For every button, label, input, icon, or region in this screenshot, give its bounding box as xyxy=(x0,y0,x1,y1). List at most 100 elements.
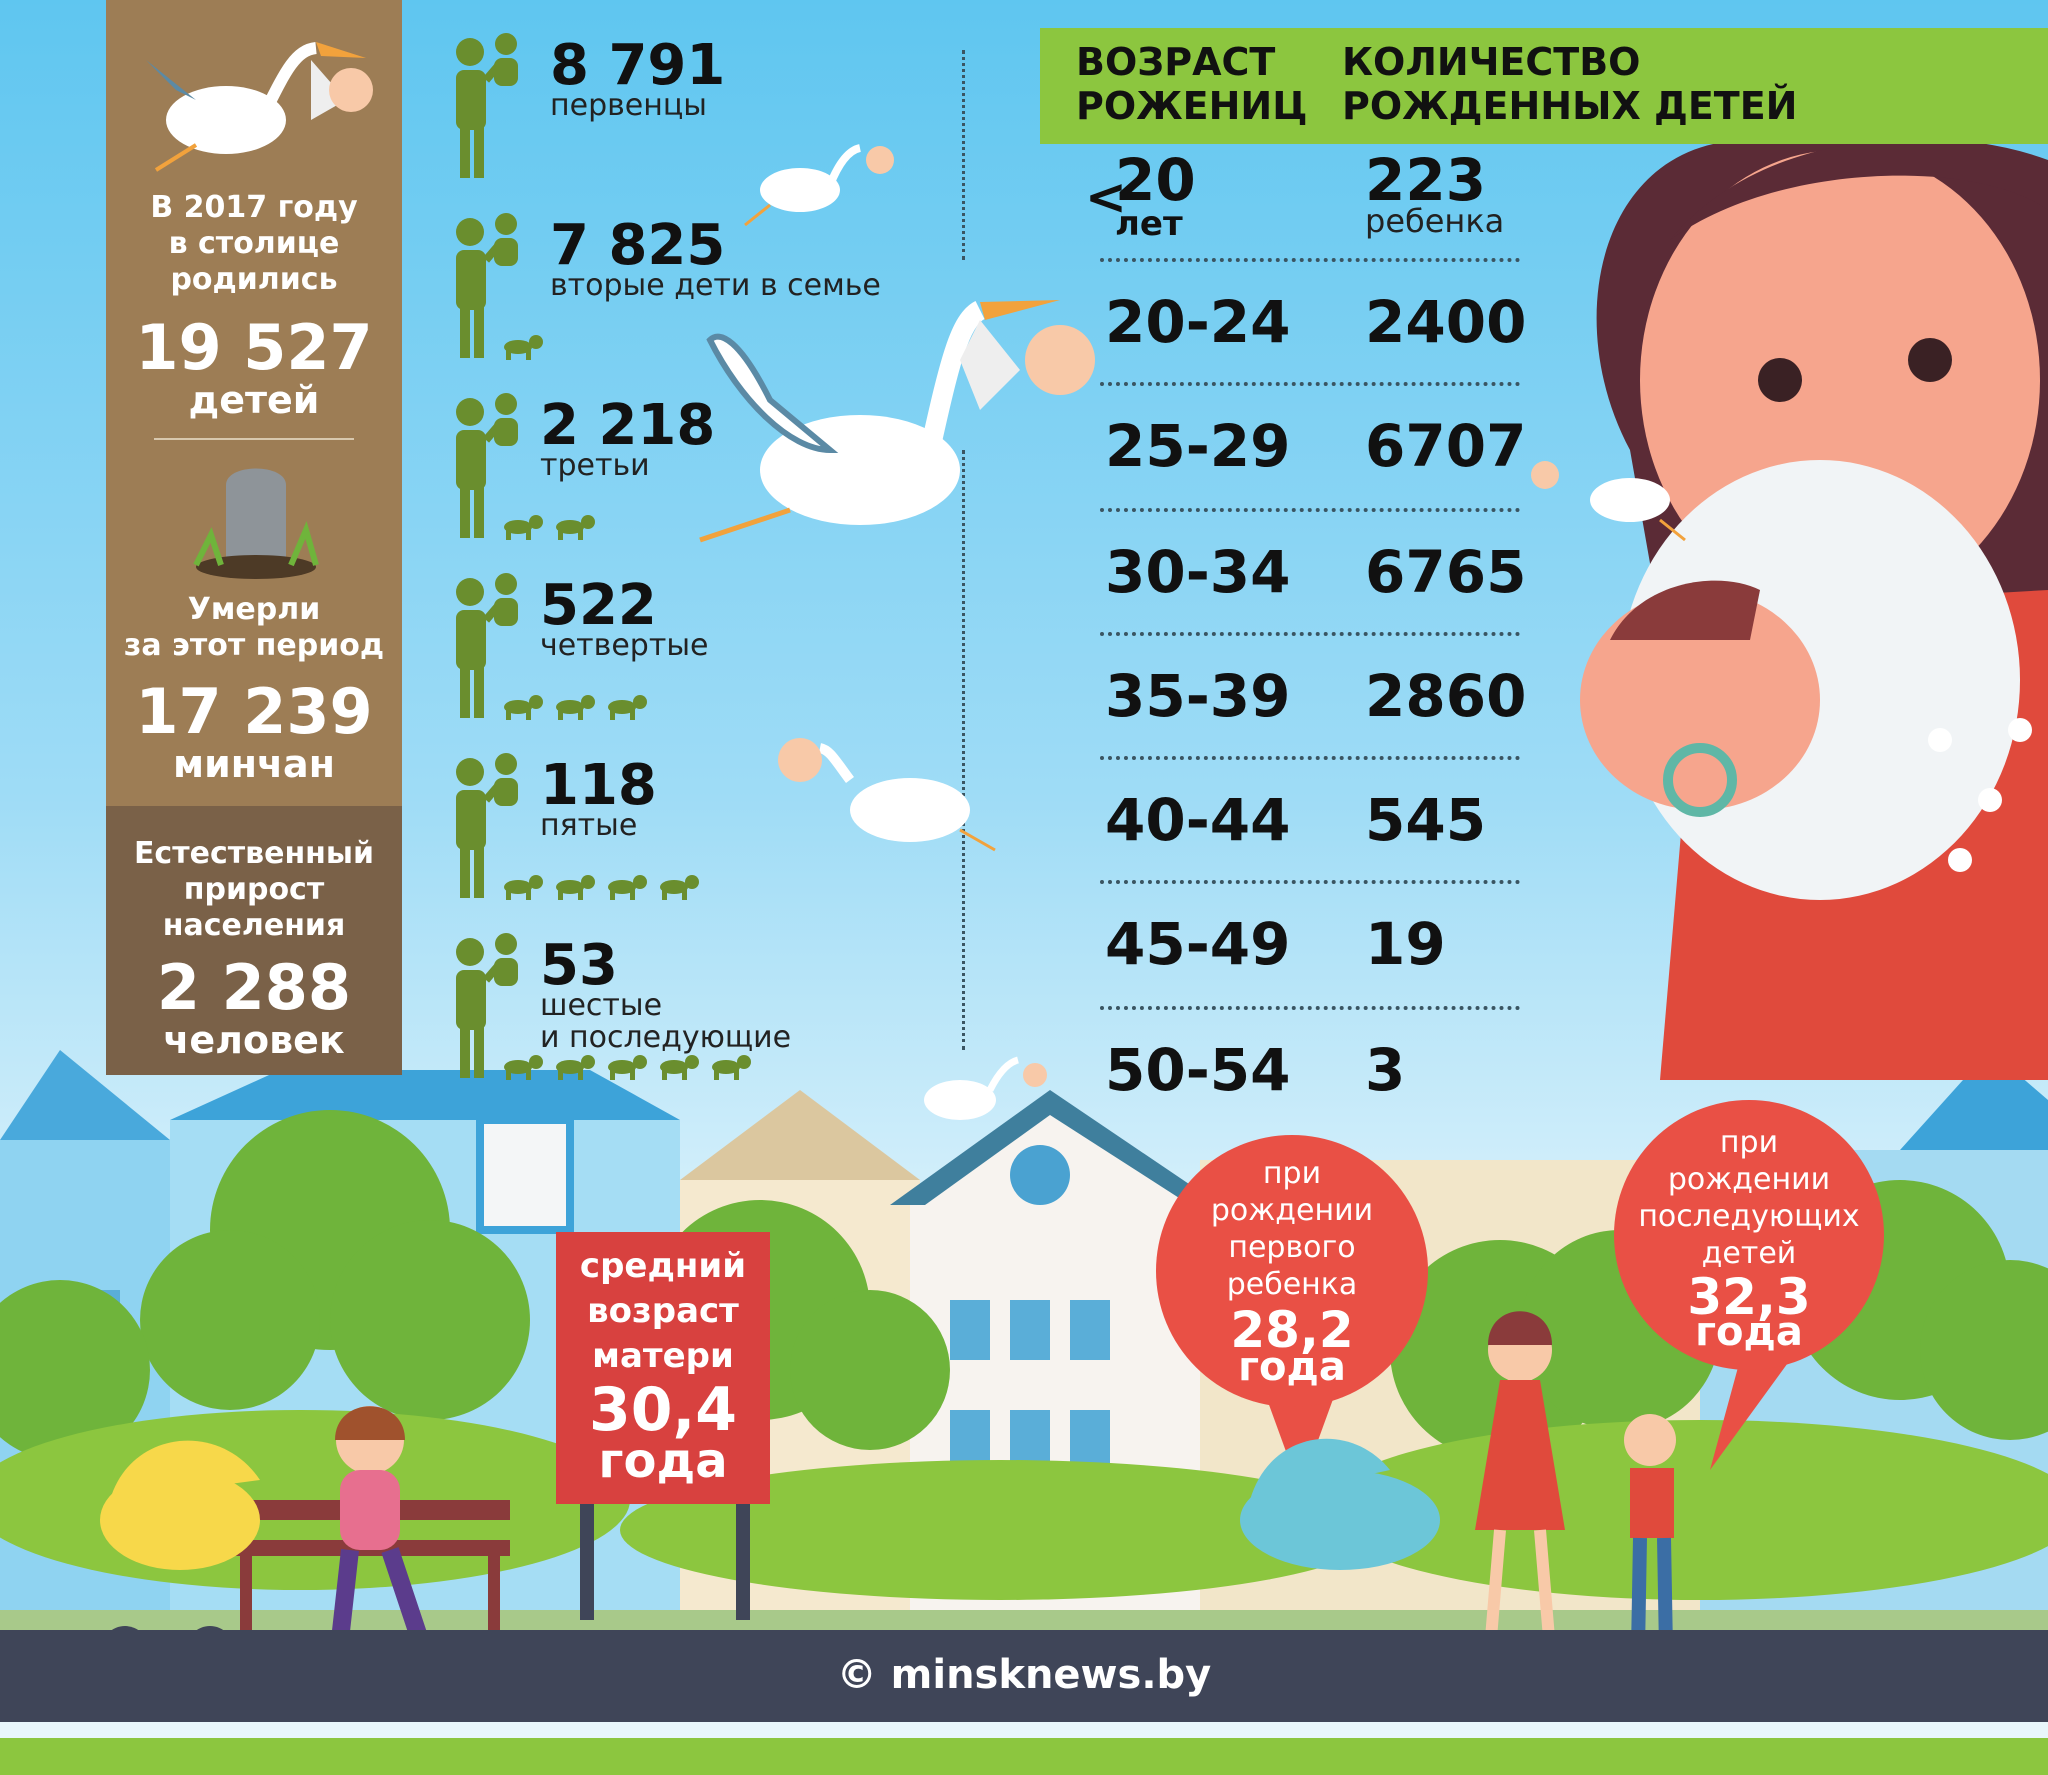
stork-icon xyxy=(778,738,996,852)
parent-holding-child-icon xyxy=(456,213,518,358)
row-divider xyxy=(1100,632,1520,636)
crawling-child-icon xyxy=(608,875,647,900)
stork-icon xyxy=(1531,461,1686,542)
births-count: 2860 xyxy=(1365,662,1527,730)
table-header: ВОЗРАСТ РОЖЕНИЦ КОЛИЧЕСТВО РОЖДЕННЫХ ДЕТ… xyxy=(1040,28,2048,144)
credit: © minsknews.by xyxy=(836,1652,1212,1698)
count-unit: ребенка xyxy=(1365,202,1505,240)
crawling-child-icon xyxy=(660,1055,699,1080)
mother-with-baby-illustration xyxy=(1580,132,2048,1080)
birth-order-row: 8 791 первенцы xyxy=(450,30,970,200)
bubble-tail xyxy=(1710,1360,1790,1470)
crawling-children-group xyxy=(500,514,596,540)
parent-holding-child-icon xyxy=(456,573,518,718)
crawling-child-icon xyxy=(504,1055,543,1080)
divider xyxy=(154,438,354,440)
col-age-header: ВОЗРАСТ РОЖЕНИЦ xyxy=(1076,40,1308,128)
deaths-value: 17 239 xyxy=(135,675,373,748)
births-count: 3 xyxy=(1365,1036,1406,1104)
age-group: 25-29 xyxy=(1105,412,1291,480)
birth-order-row: 118 пятые xyxy=(450,750,970,920)
stork-icon xyxy=(924,1056,1047,1120)
later-child-label: при рождении последующих детей xyxy=(1638,1125,1860,1271)
parent-holding-child-icon xyxy=(456,933,518,1078)
birth-order-label: пятые xyxy=(540,808,638,843)
birth-order-label: вторые дети в семье xyxy=(550,268,881,303)
average-age-sign: средний возраст матери 30,4 года xyxy=(556,1232,770,1504)
summary-column: В 2017 году в столице родились 19 527 де… xyxy=(106,0,402,1075)
avg-age-unit: года xyxy=(598,1433,728,1489)
row-divider xyxy=(1100,258,1520,262)
crawling-child-icon xyxy=(504,335,543,360)
col-count-header: КОЛИЧЕСТВО РОЖДЕННЫХ ДЕТЕЙ xyxy=(1342,40,1798,128)
row-divider xyxy=(1100,508,1520,512)
birth-order-value: 8 791 xyxy=(550,33,726,98)
crawling-child-icon xyxy=(608,1055,647,1080)
row-divider xyxy=(1100,1006,1520,1010)
birth-order-row: 522 четвертые xyxy=(450,570,970,740)
row-divider xyxy=(1100,756,1520,760)
crawling-children-group xyxy=(500,1054,752,1080)
eye-icon xyxy=(1758,358,1802,402)
bubble-tail xyxy=(1260,1380,1340,1490)
later-child-value: 32,3 xyxy=(1687,1268,1811,1326)
dotted-divider xyxy=(962,450,965,1050)
birth-order-label: третьи xyxy=(540,448,650,483)
age-group: 30-34 xyxy=(1105,538,1291,606)
birth-order-row: 7 825 вторые дети в семье xyxy=(450,210,970,380)
row-divider xyxy=(1100,880,1520,884)
crawling-child-icon xyxy=(556,1055,595,1080)
crawling-child-icon xyxy=(556,695,595,720)
row-divider xyxy=(1100,382,1520,386)
crawling-children-group xyxy=(500,694,648,720)
deaths-intro: Умерли за этот период xyxy=(123,592,385,663)
births-value: 19 527 xyxy=(135,311,373,384)
age-group: 50-54 xyxy=(1105,1036,1291,1104)
births-unit: детей xyxy=(188,378,320,422)
dotted-divider xyxy=(962,50,965,260)
age-unit: лет xyxy=(1115,204,1183,244)
age-group: 20-24 xyxy=(1105,288,1291,356)
birth-order-value: 522 xyxy=(540,573,657,638)
growth-unit: человек xyxy=(163,1018,345,1062)
stork-icon xyxy=(744,144,894,227)
first-child-label: при рождении первого ребенка xyxy=(1210,1156,1374,1302)
first-child-unit: года xyxy=(1238,1344,1346,1390)
births-count: 2400 xyxy=(1365,288,1527,356)
avg-age-label: средний возраст матери xyxy=(579,1246,747,1376)
crawling-child-icon xyxy=(712,1055,751,1080)
birth-order-value: 7 825 xyxy=(550,213,726,278)
crawling-child-icon xyxy=(608,695,647,720)
births-count: 545 xyxy=(1365,786,1487,854)
birth-order-value: 118 xyxy=(540,753,657,818)
birth-order-label: четвертые xyxy=(540,628,709,663)
later-child-bubble: при рождении последующих детей 32,3 года xyxy=(1614,1100,1884,1370)
crawling-child-icon xyxy=(504,875,543,900)
birth-order-label: шестые и последующие xyxy=(540,988,792,1055)
later-child-unit: года xyxy=(1695,1309,1803,1355)
parent-holding-child-icon xyxy=(456,33,518,178)
stork-icon xyxy=(699,300,1095,543)
crawling-child-icon xyxy=(556,875,595,900)
births-count: 6765 xyxy=(1365,538,1527,606)
growth-intro: Естественный прирост населения xyxy=(133,836,375,943)
crawling-children-group xyxy=(500,334,544,360)
parent-holding-child-icon xyxy=(456,393,518,538)
stork-with-baby-icon xyxy=(146,42,373,172)
age-prefix: < xyxy=(1085,168,1127,226)
births-count: 19 xyxy=(1365,910,1446,978)
birth-order-row: 53 шестые и последующие xyxy=(450,930,970,1100)
birth-order-value: 2 218 xyxy=(540,393,716,458)
deaths-unit: минчан xyxy=(173,742,335,786)
crawling-child-icon xyxy=(504,515,543,540)
age-group: 40-44 xyxy=(1105,786,1291,854)
birth-order-value: 53 xyxy=(540,933,618,998)
first-child-bubble: при рождении первого ребенка 28,2 года xyxy=(1156,1135,1428,1407)
births-intro: В 2017 году в столице родились xyxy=(150,190,358,297)
crawling-child-icon xyxy=(504,695,543,720)
sign-posts xyxy=(580,1500,750,1620)
births-count: 6707 xyxy=(1365,412,1527,480)
growth-value: 2 288 xyxy=(156,951,352,1024)
age-under-20: 20 xyxy=(1115,146,1196,214)
age-group: 35-39 xyxy=(1105,662,1291,730)
